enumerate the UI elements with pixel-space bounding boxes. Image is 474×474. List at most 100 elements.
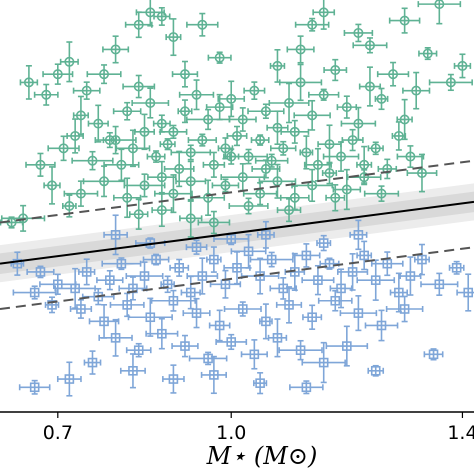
circle-point xyxy=(178,79,215,111)
circle-marker xyxy=(364,81,375,92)
fit-line-layer xyxy=(0,159,474,310)
circle-point xyxy=(191,179,226,217)
circle-marker xyxy=(99,69,110,80)
square-point xyxy=(26,265,55,279)
circle-marker xyxy=(99,176,110,187)
square-point xyxy=(349,219,368,251)
x-axis-label: M⋆ (M⊙) xyxy=(206,442,318,470)
circle-marker xyxy=(145,98,156,109)
square-point xyxy=(385,295,424,323)
circle-point xyxy=(322,141,360,172)
circle-marker xyxy=(376,188,387,199)
circle-point xyxy=(205,93,234,121)
circle-point xyxy=(186,12,219,37)
circle-marker xyxy=(382,163,393,174)
circle-point xyxy=(268,82,310,124)
circle-marker xyxy=(341,184,352,195)
circle-point xyxy=(428,73,473,92)
circle-marker xyxy=(284,98,295,109)
circle-point xyxy=(391,121,407,151)
square-point xyxy=(249,251,294,268)
square-point xyxy=(171,334,199,358)
circle-point xyxy=(151,193,173,228)
circle-point xyxy=(82,165,126,198)
circle-marker xyxy=(295,44,306,55)
circle-marker xyxy=(232,130,243,141)
square-point xyxy=(83,350,102,375)
square-point xyxy=(69,299,93,319)
circle-point xyxy=(171,60,199,88)
circle-point xyxy=(269,48,286,83)
circle-point xyxy=(165,18,182,57)
circle-marker xyxy=(174,163,185,174)
circle-point xyxy=(363,185,400,202)
square-point xyxy=(356,259,396,301)
square-point xyxy=(275,286,303,324)
square-point xyxy=(253,372,268,395)
circle-marker xyxy=(359,159,370,170)
square-point xyxy=(145,317,179,350)
square-point xyxy=(413,243,430,276)
square-point xyxy=(162,364,185,394)
circle-marker xyxy=(243,151,254,162)
circle-point xyxy=(323,58,348,82)
circle-point xyxy=(197,210,231,235)
circle-point xyxy=(352,37,388,54)
circle-marker xyxy=(255,135,266,146)
circle-marker xyxy=(47,180,58,191)
circle-marker xyxy=(289,126,300,137)
data-series-layer xyxy=(0,0,474,397)
square-point xyxy=(256,220,275,249)
circle-marker xyxy=(156,11,167,22)
circle-marker xyxy=(318,89,329,100)
circle-point xyxy=(343,23,374,43)
square-point xyxy=(101,257,142,271)
circle-point xyxy=(242,181,278,206)
square-point xyxy=(420,272,459,296)
square-point xyxy=(456,273,474,312)
circle-marker xyxy=(353,27,364,38)
square-point xyxy=(317,289,353,312)
circle-point xyxy=(321,161,338,185)
circle-point xyxy=(269,140,297,156)
circle-point xyxy=(406,153,438,193)
circle-point xyxy=(43,166,61,205)
circle-marker xyxy=(93,118,104,129)
circle-point xyxy=(159,138,176,151)
circle-marker xyxy=(185,213,196,224)
circle-marker xyxy=(341,102,352,113)
circle-marker xyxy=(272,60,283,71)
x-tick-label: 1.4 xyxy=(447,422,474,444)
square-point xyxy=(240,339,268,370)
circle-marker xyxy=(272,122,283,133)
circle-marker xyxy=(156,118,167,129)
circle-point xyxy=(47,135,80,162)
circle-marker xyxy=(58,143,69,154)
square-point xyxy=(182,297,211,329)
circle-point xyxy=(202,151,226,178)
circle-marker xyxy=(23,77,34,88)
circle-marker xyxy=(324,168,335,179)
circle-marker xyxy=(324,139,335,150)
x-tick-label: 1.0 xyxy=(216,422,246,444)
circle-marker xyxy=(260,106,271,117)
square-point xyxy=(78,258,96,286)
circle-marker xyxy=(399,114,410,125)
circle-marker xyxy=(133,81,144,92)
circle-point xyxy=(453,53,472,79)
circle-marker xyxy=(243,201,254,212)
circle-marker xyxy=(75,188,86,199)
circle-marker xyxy=(139,180,150,191)
square-point xyxy=(18,379,51,395)
square-point xyxy=(292,243,321,268)
circle-marker xyxy=(179,69,190,80)
circle-marker xyxy=(237,172,248,183)
circle-marker xyxy=(133,209,144,220)
square-point xyxy=(339,295,378,332)
circle-point xyxy=(94,125,137,155)
circle-marker xyxy=(226,93,237,104)
circle-point xyxy=(396,145,425,169)
circle-marker xyxy=(151,151,162,162)
circle-point xyxy=(336,95,358,119)
circle-point xyxy=(299,135,314,170)
